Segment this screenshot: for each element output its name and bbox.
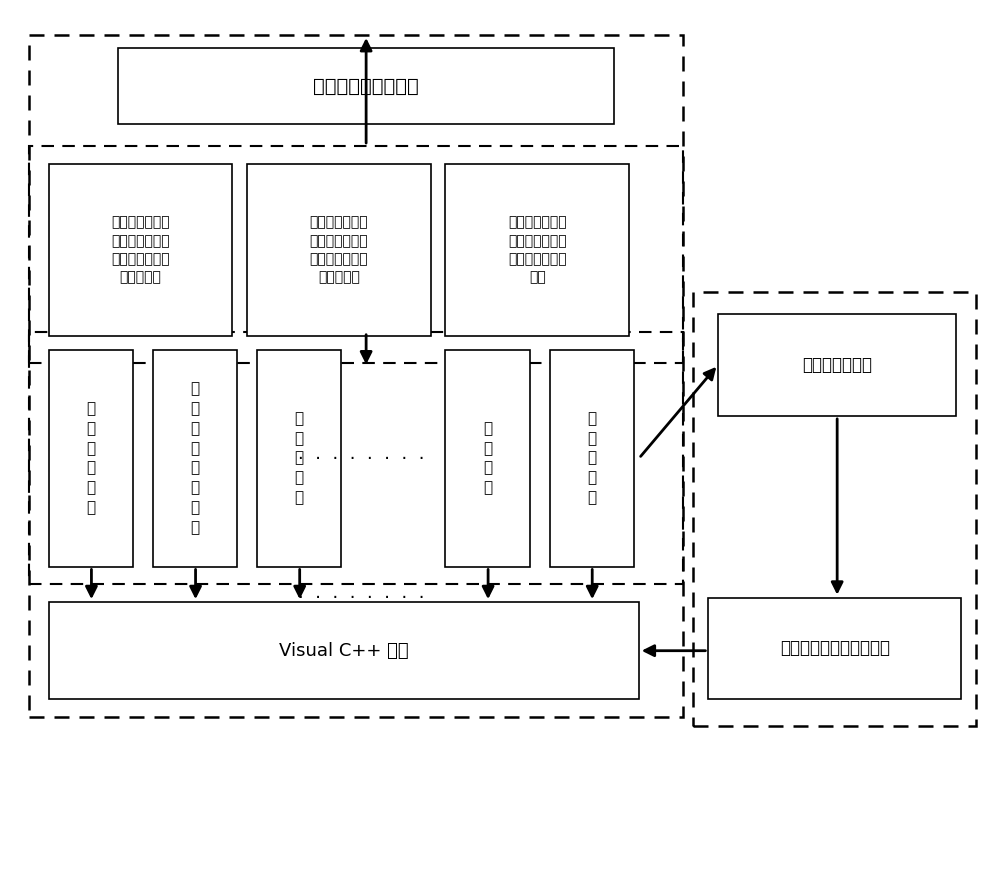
Bar bbox=[445, 164, 629, 336]
Bar bbox=[718, 314, 956, 416]
Bar bbox=[29, 332, 683, 585]
Text: 牛胴体整体综合等级: 牛胴体整体综合等级 bbox=[313, 77, 419, 96]
Text: ·  ·  ·  ·  ·  ·  ·  ·: · · · · · · · · bbox=[298, 450, 424, 468]
Bar bbox=[247, 164, 431, 336]
Bar bbox=[29, 35, 683, 717]
Text: 牛胴体横切面上
有效眼肌区域内
红肉颜色等级的
判定: 牛胴体横切面上 有效眼肌区域内 红肉颜色等级的 判定 bbox=[508, 215, 566, 284]
Bar bbox=[118, 48, 614, 123]
Bar bbox=[49, 164, 232, 336]
Text: 多元函数建模理论与方法: 多元函数建模理论与方法 bbox=[780, 639, 890, 657]
Bar bbox=[708, 597, 961, 699]
Bar bbox=[257, 350, 341, 567]
Bar bbox=[445, 350, 530, 567]
Text: 牛胴体横切面上
有效眼肌区域内
大理石花纹颜色
等级的判定: 牛胴体横切面上 有效眼肌区域内 大理石花纹颜色 等级的判定 bbox=[310, 215, 368, 284]
Bar bbox=[693, 292, 976, 726]
Bar bbox=[49, 350, 133, 567]
Bar bbox=[550, 350, 634, 567]
Text: 图
像
的
点
几
何
变
换: 图 像 的 点 几 何 变 换 bbox=[190, 381, 200, 535]
Text: 图
像
的
增
强: 图 像 的 增 强 bbox=[295, 411, 304, 505]
Text: 级别判定分类器: 级别判定分类器 bbox=[802, 356, 872, 374]
Bar bbox=[29, 146, 683, 363]
Text: ·  ·  ·  ·  ·  ·  ·  ·: · · · · · · · · bbox=[298, 588, 424, 606]
Text: 图
像
的
点
运
算: 图 像 的 点 运 算 bbox=[86, 401, 96, 515]
Text: 边
缘
跟
踪: 边 缘 跟 踪 bbox=[483, 421, 492, 495]
Bar bbox=[49, 602, 639, 699]
Text: Visual C++ 语言: Visual C++ 语言 bbox=[279, 642, 409, 660]
Text: 牛胴体横切面上
有效眼肌区域内
大理石花纹分布
情况的判定: 牛胴体横切面上 有效眼肌区域内 大理石花纹分布 情况的判定 bbox=[111, 215, 170, 284]
Text: 轮
廓
的
提
取: 轮 廓 的 提 取 bbox=[587, 411, 596, 505]
Bar bbox=[153, 350, 237, 567]
